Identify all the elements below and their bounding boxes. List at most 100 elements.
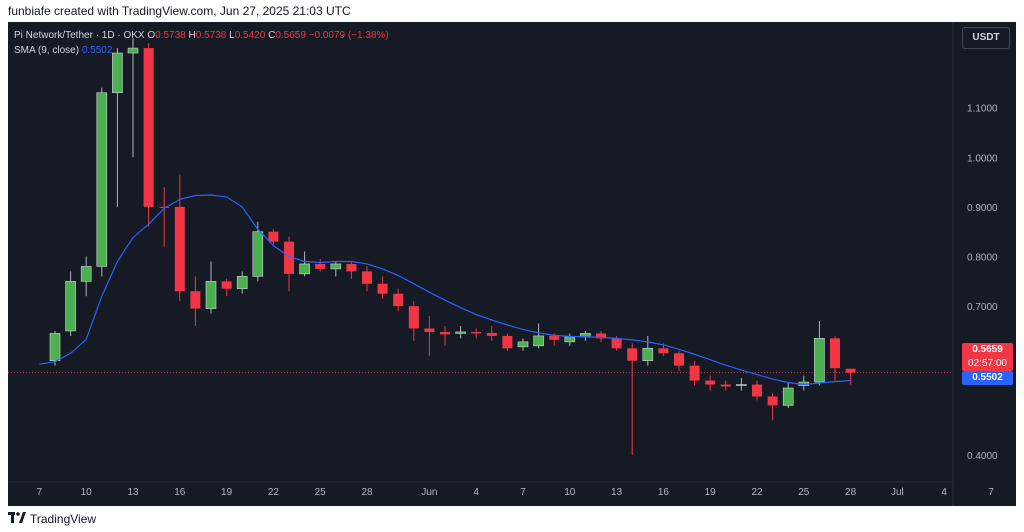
header-text: funbiafe created with TradingView.com, J… (8, 4, 351, 18)
x-tick-label: 28 (845, 487, 857, 498)
x-tick-label: 16 (658, 487, 670, 498)
candle-body (533, 335, 544, 347)
candle-body (408, 306, 419, 329)
candle (596, 330, 606, 342)
candle-body (658, 348, 669, 354)
candle (830, 335, 840, 381)
sma-legend-row: SMA (9, close) 0.5502 (14, 43, 389, 58)
candle-body (440, 331, 450, 335)
candle-body (845, 368, 856, 373)
candle (767, 392, 778, 421)
candle-body (377, 283, 388, 294)
y-tick-label: 0.8000 (967, 253, 998, 264)
x-tick-label: 4 (941, 487, 947, 498)
x-tick-label: 13 (611, 487, 623, 498)
candle (221, 278, 232, 297)
x-tick-label: 22 (268, 487, 280, 498)
x-tick-label: 4 (473, 487, 479, 498)
open-label: O (147, 30, 156, 41)
low-value: 0.5420 (234, 30, 266, 41)
candle-body (236, 276, 248, 290)
y-tick-label: 1.1000 (967, 104, 998, 115)
sma-label[interactable]: SMA (9, close) (14, 45, 80, 56)
last-price-tag: 0.5659 02:57:00 (962, 343, 1013, 371)
candle-body (80, 266, 92, 282)
candle-body (143, 48, 154, 207)
x-tick-label: Jun (421, 487, 437, 498)
currency-button[interactable]: USDT (962, 27, 1010, 49)
candle (798, 375, 810, 391)
candle (205, 261, 217, 314)
x-tick-label: 25 (315, 487, 327, 498)
candle (96, 87, 108, 277)
candle-body (205, 281, 217, 309)
candle-body (299, 263, 310, 275)
candle (471, 328, 482, 339)
candle-body (596, 333, 606, 339)
candle-body (471, 331, 482, 334)
candle-body (190, 291, 201, 309)
footer: TradingView (0, 506, 1024, 532)
candle (642, 335, 654, 366)
x-tick-label: 10 (564, 487, 576, 498)
candle-body (814, 338, 825, 383)
close-label: C (268, 30, 276, 41)
symbol-info[interactable]: Pi Network/Tether · 1D · OKX (14, 30, 145, 41)
candle-body (782, 387, 794, 406)
candle (393, 288, 404, 312)
candle (315, 258, 326, 272)
candle-body (767, 396, 778, 406)
candle-body (330, 263, 342, 270)
candle (720, 380, 731, 391)
candlestick-chart[interactable]: 1.10001.00000.90000.80000.70000.60000.40… (8, 22, 1016, 506)
candle-body (502, 335, 513, 349)
sma-line (39, 194, 851, 386)
header-bar: funbiafe created with TradingView.com, J… (0, 0, 1024, 22)
candle (284, 236, 294, 292)
y-tick-label: 0.4000 (967, 451, 998, 462)
candle-body (393, 293, 404, 307)
symbol-legend-row: Pi Network/Tether · 1D · OKX O0.5738 H0.… (14, 28, 389, 43)
candle-body (486, 332, 497, 336)
candle-body (159, 206, 170, 208)
candle (408, 301, 419, 341)
candle (268, 229, 279, 245)
x-tick-label: 22 (751, 487, 763, 498)
change-value: −0.0079 (−1.38%) (308, 30, 389, 41)
sma-price-tag: 0.5502 (962, 371, 1013, 385)
candle (440, 325, 450, 346)
x-tick-label: 7 (988, 487, 994, 498)
candle-body (720, 384, 731, 387)
candle (580, 330, 591, 341)
candle (174, 174, 185, 302)
candle-body (221, 281, 232, 289)
candle (236, 271, 248, 294)
open-value: 0.5738 (155, 30, 186, 41)
close-value: 0.5659 (275, 30, 306, 41)
x-tick-label: 10 (81, 487, 93, 498)
candle-body (424, 328, 435, 332)
candle-body (268, 231, 279, 242)
y-tick-label: 1.0000 (967, 153, 998, 164)
candle-body (674, 353, 684, 366)
x-tick-label: 25 (798, 487, 810, 498)
tradingview-logo-icon (8, 512, 26, 523)
candle (159, 187, 170, 247)
candle (502, 333, 513, 351)
candle-body (65, 281, 76, 332)
chart-panel[interactable]: 1.10001.00000.90000.80000.70000.60000.40… (8, 22, 1016, 506)
x-tick-label: 7 (37, 487, 43, 498)
candle (346, 261, 357, 279)
candle-body (752, 384, 762, 397)
candle-body (96, 92, 108, 267)
candle (127, 38, 139, 158)
candle-body (642, 348, 654, 362)
candle-body (315, 263, 326, 269)
candle (252, 221, 264, 282)
candle-body (112, 52, 123, 94)
candle-body (627, 348, 638, 361)
candle (49, 330, 61, 366)
countdown-value: 02:57:00 (968, 358, 1007, 369)
candle-body (127, 47, 139, 54)
candle (65, 271, 76, 336)
